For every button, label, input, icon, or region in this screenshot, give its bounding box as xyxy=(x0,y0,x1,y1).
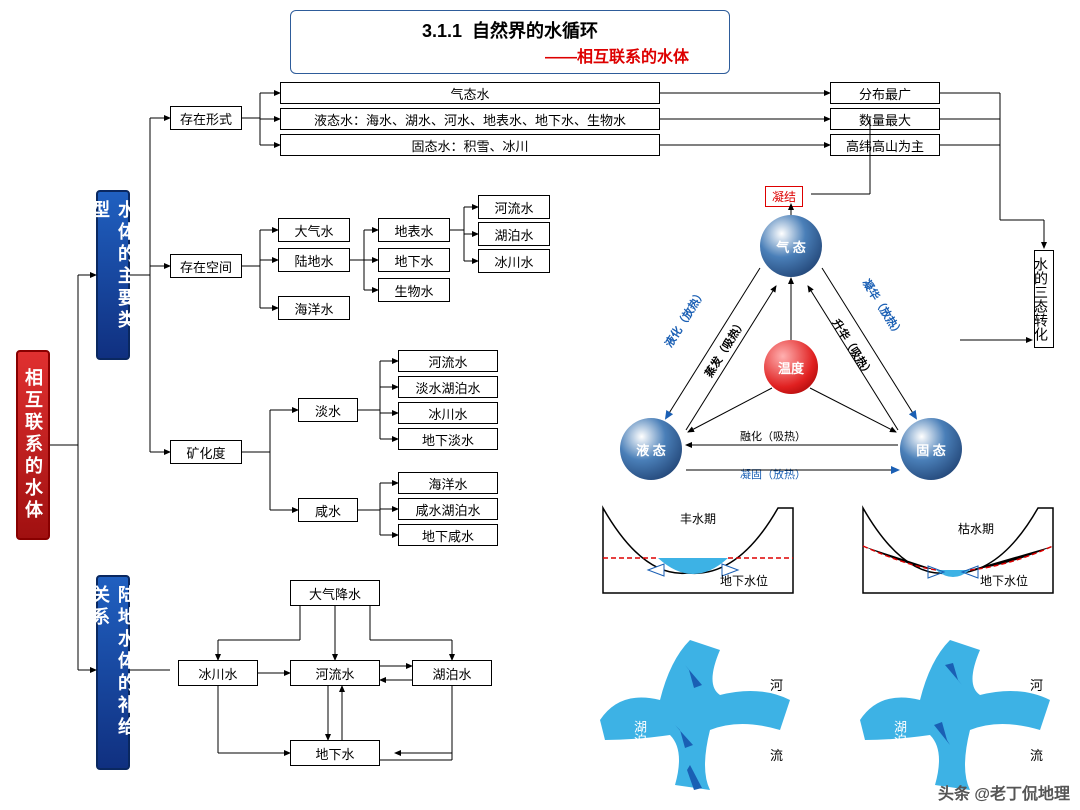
cross-high-lbl: 丰水期 xyxy=(680,510,716,527)
r1-he: 河 xyxy=(770,675,783,694)
lbl-liqgas: 液化（放热） xyxy=(661,286,710,350)
space-c1-2: 海洋水 xyxy=(278,296,350,320)
lbl-evap: 蒸发（吸热） xyxy=(701,316,750,380)
pillar-supply: 陆地水体的补给关系 xyxy=(96,575,130,770)
forms-row-1: 液态水：海水、湖水、河水、地表水、地下水、生物水 xyxy=(280,108,660,130)
r2-he: 河 xyxy=(1030,675,1043,694)
min-s-1: 咸水湖泊水 xyxy=(398,498,498,520)
sup-2: 河流水 xyxy=(290,660,380,686)
space-c2-2: 生物水 xyxy=(378,278,450,302)
sup-3: 湖泊水 xyxy=(412,660,492,686)
sphere-solid: 固 态 xyxy=(900,418,962,480)
r2-lake: 湖泊 xyxy=(890,720,909,746)
river-2 xyxy=(850,630,1070,790)
forms-prop-2: 高纬高山为主 xyxy=(830,134,940,156)
phase-cond: 凝结 xyxy=(765,186,803,207)
forms-prop-0: 分布最广 xyxy=(830,82,940,104)
space-c2-1: 地下水 xyxy=(378,248,450,272)
forms-prop-1: 数量最大 xyxy=(830,108,940,130)
phase-side: 水的三态转化 xyxy=(1034,250,1054,348)
r2-liu: 流 xyxy=(1030,745,1043,764)
forms-row-2: 固态水：积雪、冰川 xyxy=(280,134,660,156)
space-head: 存在空间 xyxy=(170,254,242,278)
watermark: 头条 @老丁侃地理 xyxy=(938,780,1070,804)
cross-high-gw: 地下水位 xyxy=(720,572,768,589)
r1-liu: 流 xyxy=(770,745,783,764)
pillar-types: 水体的主要类型 xyxy=(96,190,130,360)
title-main: 3.1.1 自然界的水循环 xyxy=(331,17,689,43)
space-c1-0: 大气水 xyxy=(278,218,350,242)
min-f-2: 冰川水 xyxy=(398,402,498,424)
river-1 xyxy=(590,630,810,790)
lbl-melt: 融化（吸热） xyxy=(740,428,806,444)
min-s-2: 地下咸水 xyxy=(398,524,498,546)
sup-1: 冰川水 xyxy=(178,660,258,686)
forms-row-0: 气态水 xyxy=(280,82,660,104)
sphere-temp: 温度 xyxy=(764,340,818,394)
pillar-root: 相互联系的水体 xyxy=(16,350,50,540)
sup-0: 大气降水 xyxy=(290,580,380,606)
cross-low-gw: 地下水位 xyxy=(980,572,1028,589)
space-c2-0: 地表水 xyxy=(378,218,450,242)
cross-low-lbl: 枯水期 xyxy=(958,520,994,537)
title-sub: ——相互联系的水体 xyxy=(331,43,689,67)
lbl-subl: 升华（吸热） xyxy=(829,316,878,380)
min-f-1: 淡水湖泊水 xyxy=(398,376,498,398)
sup-4: 地下水 xyxy=(290,740,380,766)
forms-head: 存在形式 xyxy=(170,106,242,130)
r1-lake: 湖泊 xyxy=(630,720,649,746)
min-f-0: 河流水 xyxy=(398,350,498,372)
min-f-3: 地下淡水 xyxy=(398,428,498,450)
min-head: 矿化度 xyxy=(170,440,242,464)
sphere-liquid: 液 态 xyxy=(620,418,682,480)
min-salt: 咸水 xyxy=(298,498,358,522)
lbl-depo: 凝华（放热） xyxy=(859,276,908,340)
lbl-freeze: 凝固（放热） xyxy=(740,466,806,482)
space-c3-2: 冰川水 xyxy=(478,249,550,273)
min-s-0: 海洋水 xyxy=(398,472,498,494)
space-c1-1: 陆地水 xyxy=(278,248,350,272)
sphere-gas: 气 态 xyxy=(760,215,822,277)
min-fresh: 淡水 xyxy=(298,398,358,422)
space-c3-1: 湖泊水 xyxy=(478,222,550,246)
title-box: 3.1.1 自然界的水循环 ——相互联系的水体 xyxy=(290,10,730,74)
space-c3-0: 河流水 xyxy=(478,195,550,219)
